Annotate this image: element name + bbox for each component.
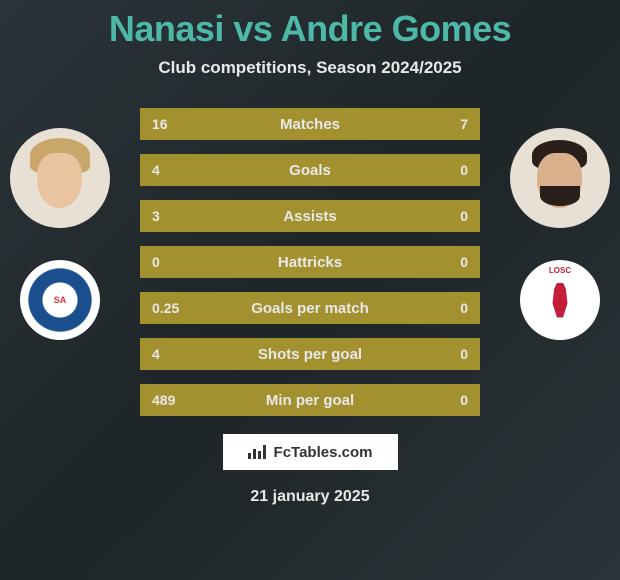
- stat-right-value: 7: [428, 116, 468, 132]
- avatar-beard-icon: [540, 186, 580, 206]
- stat-row: 16 Matches 7: [140, 108, 480, 140]
- avatar-face-icon: [37, 153, 82, 208]
- stat-left-value: 0.25: [152, 300, 192, 316]
- stat-left-value: 4: [152, 162, 192, 178]
- stat-label: Shots per goal: [258, 346, 362, 363]
- club-left-badge: SA: [20, 260, 100, 340]
- stat-row: 4 Goals 0: [140, 154, 480, 186]
- stat-row: 489 Min per goal 0: [140, 384, 480, 416]
- stat-left-value: 16: [152, 116, 192, 132]
- stat-left-value: 4: [152, 346, 192, 362]
- stat-right-value: 0: [428, 162, 468, 178]
- stat-right-value: 0: [428, 346, 468, 362]
- club-left-label: SA: [54, 295, 67, 305]
- stat-right-value: 0: [428, 208, 468, 224]
- stat-label: Goals: [289, 162, 331, 179]
- stat-label: Hattricks: [278, 254, 342, 271]
- player-right-avatar: [510, 128, 610, 228]
- stat-right-value: 0: [428, 392, 468, 408]
- stat-row: 0 Hattricks 0: [140, 246, 480, 278]
- branding-badge[interactable]: FcTables.com: [223, 434, 398, 470]
- stat-row: 0.25 Goals per match 0: [140, 292, 480, 324]
- stat-label: Min per goal: [266, 392, 354, 409]
- stat-left-value: 0: [152, 254, 192, 270]
- stat-right-value: 0: [428, 300, 468, 316]
- player-left-avatar: [10, 128, 110, 228]
- stat-row: 4 Shots per goal 0: [140, 338, 480, 370]
- stat-label: Matches: [280, 116, 340, 133]
- club-right-label: LOSC: [549, 266, 571, 275]
- stat-label: Assists: [283, 208, 336, 225]
- page-title: Nanasi vs Andre Gomes: [0, 0, 620, 50]
- stat-left-value: 3: [152, 208, 192, 224]
- bars-icon: [248, 445, 268, 459]
- stat-left-value: 489: [152, 392, 192, 408]
- stats-table: 16 Matches 7 4 Goals 0 3 Assists 0 0 Hat…: [140, 108, 480, 416]
- page-subtitle: Club competitions, Season 2024/2025: [0, 58, 620, 78]
- stat-right-value: 0: [428, 254, 468, 270]
- club-mascot-icon: [545, 283, 575, 318]
- stat-label: Goals per match: [251, 300, 369, 317]
- club-right-badge: LOSC: [520, 260, 600, 340]
- branding-label: FcTables.com: [274, 444, 373, 461]
- stat-row: 3 Assists 0: [140, 200, 480, 232]
- date-label: 21 january 2025: [0, 488, 620, 506]
